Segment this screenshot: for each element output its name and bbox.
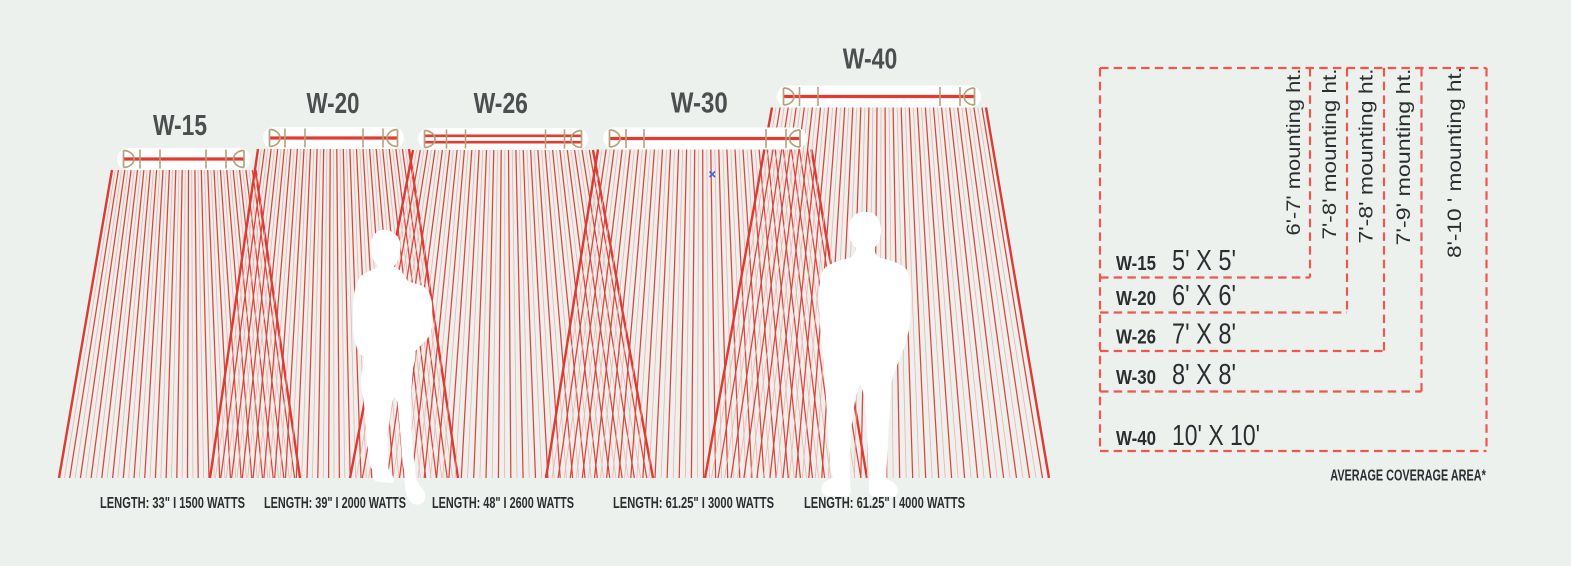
svg-text:W-40: W-40 (843, 44, 898, 76)
svg-text:7'-8' mounting ht.: 7'-8' mounting ht. (1357, 69, 1378, 244)
svg-text:8'-10 ' mounting ht.: 8'-10 ' mounting ht. (1445, 67, 1466, 258)
svg-text:7'-9' mounting ht.: 7'-9' mounting ht. (1394, 69, 1415, 246)
svg-text:10' X 10': 10' X 10' (1172, 420, 1260, 452)
svg-text:W-26: W-26 (1116, 327, 1156, 349)
svg-text:LENGTH: 48" I 2600 WATTS: LENGTH: 48" I 2600 WATTS (432, 495, 574, 512)
svg-text:7'-8' mounting ht.: 7'-8' mounting ht. (1320, 69, 1341, 240)
svg-text:LENGTH: 39" I 2000 WATTS: LENGTH: 39" I 2000 WATTS (264, 495, 406, 512)
svg-text:W-40: W-40 (1116, 428, 1156, 450)
svg-text:8' X 8': 8' X 8' (1172, 359, 1236, 391)
svg-text:LENGTH: 61.25" I 4000 WATTS: LENGTH: 61.25" I 4000 WATTS (804, 495, 965, 512)
svg-text:W-20: W-20 (307, 88, 360, 120)
svg-text:AVERAGE COVERAGE AREA*: AVERAGE COVERAGE AREA* (1330, 468, 1486, 485)
svg-text:W-26: W-26 (474, 88, 528, 120)
svg-text:W-30: W-30 (1116, 367, 1156, 389)
svg-text:W-30: W-30 (671, 88, 728, 120)
svg-text:6'-7' mounting ht.: 6'-7' mounting ht. (1284, 69, 1305, 236)
svg-text:6' X 6': 6' X 6' (1172, 280, 1236, 312)
svg-text:LENGTH: 33" I 1500 WATTS: LENGTH: 33" I 1500 WATTS (100, 495, 245, 512)
svg-text:5' X 5': 5' X 5' (1172, 245, 1236, 277)
svg-text:W-15: W-15 (153, 110, 207, 142)
svg-text:W-20: W-20 (1116, 288, 1156, 310)
svg-text:7' X 8': 7' X 8' (1172, 319, 1236, 351)
svg-text:LENGTH: 61.25" I 3000 WATTS: LENGTH: 61.25" I 3000 WATTS (613, 495, 774, 512)
svg-text:W-15: W-15 (1116, 253, 1156, 275)
